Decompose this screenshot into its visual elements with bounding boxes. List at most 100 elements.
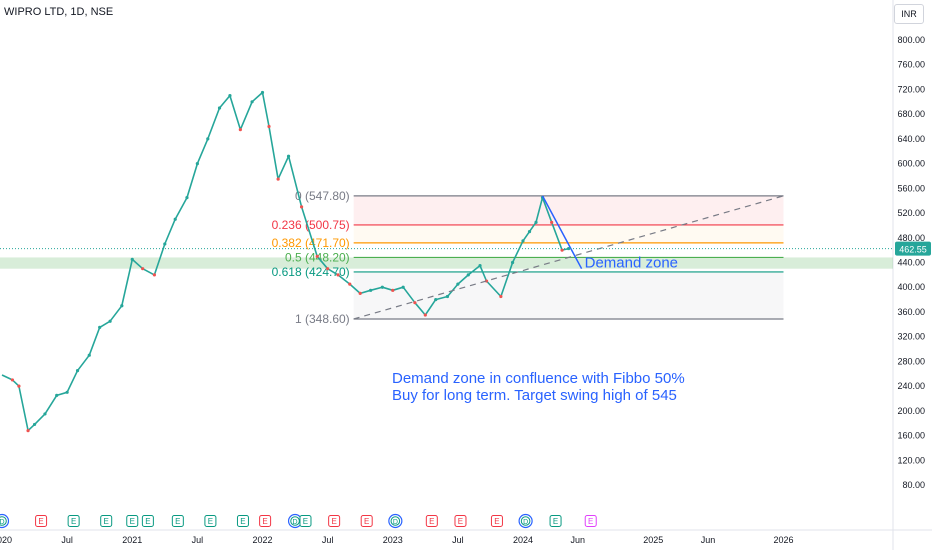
fib-level-label-0.236: 0.236 (500.75): [272, 218, 350, 232]
price-point: [560, 248, 564, 252]
dividend-event-letter: D: [523, 519, 528, 526]
price-point: [152, 273, 156, 277]
demand-zone-band: [0, 257, 893, 269]
price-point: [267, 124, 271, 129]
price-point: [369, 288, 373, 292]
swing-line: [541, 195, 583, 270]
y-axis-tick-label: 720.00: [897, 84, 925, 94]
price-point: [326, 267, 330, 271]
earnings-event-icon: [490, 515, 503, 527]
fib-band-0-0236: [353, 195, 784, 225]
y-axis-tick-label: 800.00: [897, 35, 925, 45]
price-point: [510, 260, 515, 265]
earnings-event-letter: E: [262, 517, 267, 526]
price-point: [445, 294, 450, 299]
x-axis-tick-label: Jun: [570, 535, 585, 545]
earnings-event-letter: E: [104, 517, 109, 526]
chart-title: WIPRO LTD, 1D, NSE: [4, 6, 114, 18]
price-point: [348, 282, 352, 286]
x-axis-tick-label: 2024: [513, 535, 533, 545]
x-axis-tick-label: 2022: [252, 535, 272, 545]
dividend-event-icon-inner: [390, 516, 401, 526]
price-point: [17, 384, 21, 388]
y-axis-tick-label: 400.00: [897, 282, 925, 292]
x-axis-tick-label: Jul: [192, 535, 204, 545]
price-point: [380, 285, 384, 289]
x-axis-tick-label: Jul: [61, 535, 73, 545]
price-point: [55, 393, 59, 397]
earnings-event-icon: [236, 515, 249, 527]
dividend-event-letter: D: [0, 519, 5, 526]
earnings-event-icon: [454, 515, 467, 527]
price-point: [217, 106, 222, 110]
earnings-event-letter: E: [364, 517, 369, 526]
price-point: [336, 273, 340, 277]
price-point: [75, 369, 80, 373]
earnings-event-icon: [549, 515, 562, 527]
y-axis-tick-label: 280.00: [897, 356, 925, 366]
x-axis-tick-label: 2026: [773, 535, 793, 545]
fib-level-label-0: 0 (547.80): [295, 189, 350, 203]
x-axis-tick-label: Jun: [701, 535, 716, 545]
y-axis-tick-label: 240.00: [897, 381, 925, 391]
price-point: [466, 273, 470, 277]
y-axis-tick-label: 640.00: [897, 134, 925, 144]
earnings-event-letter: E: [240, 517, 245, 526]
price-point: [484, 279, 489, 283]
x-axis-tick-label: 2025: [643, 535, 663, 545]
price-point: [65, 390, 69, 394]
earnings-event-letter: E: [494, 517, 499, 526]
price-point: [527, 229, 532, 234]
earnings-event-letter: E: [175, 517, 180, 526]
y-axis-tick-label: 160.00: [897, 431, 925, 441]
y-axis-tick-label: 600.00: [897, 159, 925, 169]
price-point: [130, 257, 134, 262]
dividend-event-icon-inner: [520, 516, 531, 526]
price-point: [391, 288, 395, 292]
earnings-event-icon: [67, 515, 80, 527]
y-axis-tick-label: 760.00: [897, 60, 925, 70]
earnings-event-letter: E: [553, 517, 558, 526]
price-point: [401, 285, 405, 289]
price-point: [286, 154, 291, 158]
price-point: [32, 422, 37, 427]
dividend-event-icon-inner: [290, 516, 300, 526]
price-point: [499, 294, 503, 299]
y-axis-tick-label: 120.00: [897, 455, 925, 465]
price-series-line: [1, 91, 569, 432]
earnings-event-icon: [425, 515, 438, 527]
fib-band-0618-1: [353, 271, 784, 319]
earnings-event-letter: E: [429, 517, 434, 526]
earnings-event-letter: E: [145, 517, 150, 526]
earnings-event-icon: [259, 515, 272, 527]
earnings-event-icon: [360, 515, 373, 527]
price-point: [566, 246, 571, 251]
fib-level-label-0.618: 0.618 (424.70): [272, 265, 350, 279]
y-axis-tick-label: 560.00: [897, 183, 925, 193]
dividend-event-letter: D: [293, 519, 298, 526]
price-point: [276, 177, 280, 181]
fib-band-0236-0382: [353, 224, 784, 243]
currency-button[interactable]: INR: [894, 4, 924, 24]
price-point: [413, 301, 417, 305]
price-point: [108, 319, 112, 323]
price-point: [120, 304, 124, 308]
dividend-event-icon-inner: [0, 516, 7, 526]
earnings-event-icon: [584, 515, 597, 527]
y-axis-tick-label: 480.00: [897, 233, 925, 243]
price-point: [10, 378, 15, 382]
price-point: [423, 313, 427, 317]
earnings-event-letter: E: [331, 517, 336, 526]
price-point: [521, 239, 525, 243]
price-point: [250, 100, 254, 104]
x-axis-tick-label: 2021: [122, 535, 142, 545]
price-point: [206, 137, 210, 141]
analysis-note-line-1: Demand zone in confluence with Fibbo 50%: [392, 370, 685, 387]
y-axis-tick-label: 80.00: [902, 480, 925, 490]
last-price-tag: [895, 241, 931, 256]
x-axis-tick-label: 2023: [383, 535, 403, 545]
dividend-event-letter: D: [393, 519, 398, 526]
price-point: [434, 297, 438, 302]
analysis-note-line-2: Buy for long term. Target swing high of …: [392, 387, 677, 404]
